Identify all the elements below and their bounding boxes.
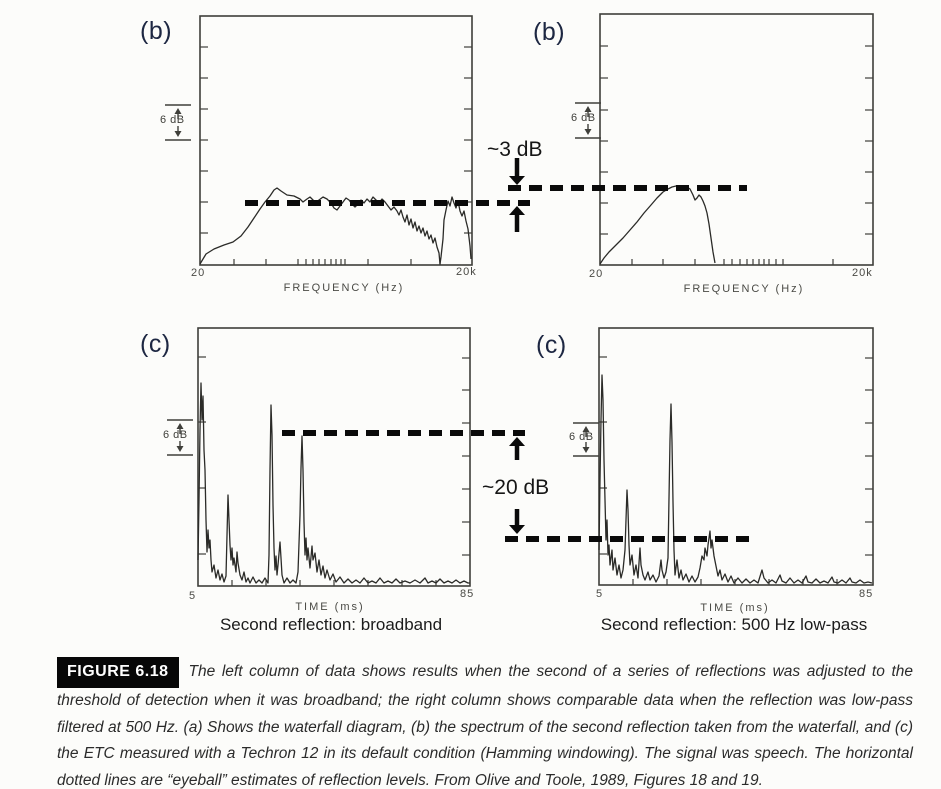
scale-6db-text-etc-broadband: 6 dB: [163, 429, 188, 441]
panel-label-etc-broadband: (c): [140, 330, 171, 358]
scale-6db-spectrum-lowpass-down-arrow: [584, 129, 592, 135]
spectrum-lowpass-frame: [599, 13, 874, 266]
etc-lowpass-frame: [598, 327, 874, 586]
tick-20k-spectrum-lowpass: 20k: [852, 267, 873, 279]
figure-caption-text: The left column of data shows results wh…: [57, 662, 913, 789]
tick-5-etc-lowpass: 5: [596, 588, 604, 600]
etc-diff-label: ~20 dB: [482, 476, 550, 499]
etc-lowpass-curve: [598, 374, 873, 584]
scale-6db-spectrum-lowpass-up-arrow: [584, 106, 592, 112]
scale-6db-etc-broadband-up-arrow: [176, 423, 184, 429]
tick-85-etc-lowpass: 85: [859, 588, 874, 600]
scale-6db-etc-lowpass-down-arrow: [582, 447, 590, 453]
figure-caption: FIGURE 6.18 The left column of data shows…: [57, 656, 913, 789]
scale-6db-etc-broadband-down-arrow: [176, 446, 184, 452]
scale-6db-spectrum-broadband-down-arrow: [174, 131, 182, 137]
spectrum-diff-arrow-down-head: [509, 176, 525, 185]
xlabel-spectrum-lowpass: FREQUENCY (Hz): [683, 283, 805, 295]
spectrum-diff-arrow-up-head: [509, 206, 525, 215]
tick-20-spectrum-lowpass: 20: [589, 268, 604, 280]
panel-label-spectrum-lowpass: (b): [533, 18, 566, 46]
column-caption-lowpass: Second reflection: 500 Hz low-pass: [600, 615, 868, 634]
tick-5-etc-broadband: 5: [189, 590, 197, 602]
tick-85-etc-broadband: 85: [460, 588, 475, 600]
xlabel-etc-broadband: TIME (ms): [295, 601, 365, 613]
spectrum-lowpass-curve: [599, 185, 716, 265]
scale-6db-text-etc-lowpass: 6 dB: [569, 431, 594, 443]
tick-20-spectrum-broadband: 20: [191, 267, 206, 279]
scale-6db-text-spectrum-lowpass: 6 dB: [571, 112, 596, 124]
tick-20k-spectrum-broadband: 20k: [456, 266, 477, 278]
panel-label-etc-lowpass: (c): [536, 331, 567, 359]
panel-label-spectrum-broadband: (b): [140, 17, 173, 45]
etc-broadband-curve: [197, 382, 470, 584]
xlabel-spectrum-broadband: FREQUENCY (Hz): [283, 282, 405, 294]
xlabel-etc-lowpass: TIME (ms): [700, 602, 770, 614]
scale-6db-text-spectrum-broadband: 6 dB: [160, 114, 185, 126]
etc-diff-arrow-down-head: [509, 525, 525, 534]
column-caption-broadband: Second reflection: broadband: [219, 615, 443, 634]
spectrum-broadband-curve: [199, 187, 472, 265]
etc-broadband-frame: [197, 327, 471, 587]
spectrum-broadband-frame: [199, 15, 473, 266]
etc-diff-arrow-up-head: [509, 437, 525, 446]
scale-6db-etc-lowpass-up-arrow: [582, 426, 590, 432]
figure-number-label: FIGURE 6.18: [57, 656, 179, 688]
scale-6db-spectrum-broadband-up-arrow: [174, 108, 182, 114]
spectrum-diff-label: ~3 dB: [487, 138, 543, 161]
